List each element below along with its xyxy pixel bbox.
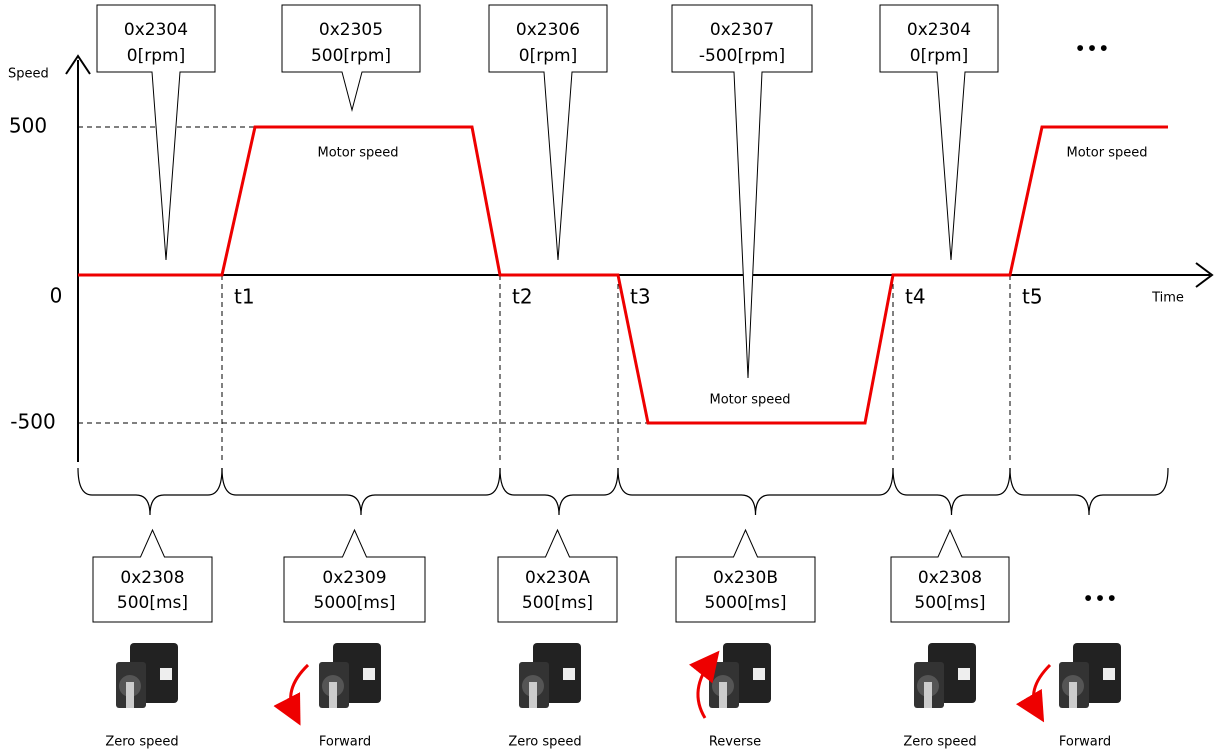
x-axis-label: Time (1151, 291, 1184, 306)
callout-box (890, 528, 1010, 623)
callout-value: 5000[ms] (705, 593, 787, 613)
callout-box (671, 4, 813, 379)
callout-box (281, 4, 421, 112)
rotation-arrow (689, 650, 720, 719)
time-label: t3 (630, 285, 651, 309)
callout-value: 500[ms] (914, 593, 985, 613)
motor-icon (1015, 643, 1121, 723)
level-label: 500 (9, 114, 47, 138)
callout-code: 0x2305 (319, 20, 383, 40)
motor-plate (753, 668, 765, 680)
motor-icon (914, 643, 976, 708)
level-label: -500 (10, 410, 55, 434)
callout-code: 0x230A (525, 568, 590, 588)
callout-box (675, 528, 816, 623)
callout-value: 500[rpm] (311, 46, 391, 66)
speed-profile (78, 125, 1168, 425)
callout-box (92, 528, 213, 623)
motor-label: Zero speed (903, 735, 976, 750)
motor-plate (363, 668, 375, 680)
motor-label: Reverse (709, 735, 761, 750)
callout-value: 5000[ms] (314, 593, 396, 613)
motor-shaft (719, 682, 727, 708)
motor-plate (1103, 668, 1115, 680)
motor-label: Zero speed (508, 735, 581, 750)
callout-box (96, 4, 216, 261)
brace (221, 467, 501, 516)
rotation-arrow (273, 663, 310, 726)
motor-label: Forward (1059, 735, 1111, 750)
speed-label: Motor speed (710, 393, 791, 408)
axes (65, 54, 1214, 462)
speed-label: Motor speed (1067, 146, 1148, 161)
callout-value: 500[ms] (117, 593, 188, 613)
origin-label: 0 (50, 284, 63, 308)
y-axis-label: Speed (8, 67, 49, 82)
brace (892, 467, 1011, 516)
motor-plate (160, 668, 172, 680)
callout-code: 0x230B (713, 568, 778, 588)
motor-shaft (1069, 682, 1077, 708)
callout-value: 0[rpm] (127, 46, 185, 66)
rotation-arrow (1015, 663, 1052, 723)
callout-code: 0x2308 (120, 568, 184, 588)
motor-plate (563, 668, 575, 680)
motor-label: Zero speed (105, 735, 178, 750)
callout-value: 500[ms] (522, 593, 593, 613)
callout-code: 0x2308 (918, 568, 982, 588)
callout-value: -500[rpm] (699, 46, 785, 66)
callout-box (879, 4, 999, 261)
motor-icon (273, 643, 381, 726)
brace (77, 467, 223, 516)
brace (499, 467, 619, 516)
motor-label: Forward (319, 735, 371, 750)
brace (1009, 467, 1169, 516)
brace (617, 467, 894, 516)
motor-shaft (126, 682, 134, 708)
time-label: t1 (234, 285, 255, 309)
time-label: t4 (905, 285, 926, 309)
callout-code: 0x2306 (516, 20, 580, 40)
ellipsis: ••• (1074, 37, 1109, 61)
motor-shaft (329, 682, 337, 708)
ellipsis: ••• (1082, 587, 1117, 611)
callout-value: 0[rpm] (519, 46, 577, 66)
callout-value: 0[rpm] (910, 46, 968, 66)
callout-code: 0x2304 (124, 20, 188, 40)
motor-plate (958, 668, 970, 680)
motor-shaft (924, 682, 932, 708)
callout-box (283, 528, 426, 623)
callout-box (497, 528, 618, 623)
callout-code: 0x2309 (322, 568, 386, 588)
motor-icon (689, 643, 771, 719)
time-label: t2 (512, 285, 533, 309)
speed-label: Motor speed (318, 146, 399, 161)
motor-shaft (529, 682, 537, 708)
callout-code: 0x2304 (907, 20, 971, 40)
guide-lines (78, 126, 1011, 462)
motor-icon (519, 643, 581, 708)
motor-icon (116, 643, 178, 708)
callout-box (488, 4, 608, 261)
callout-code: 0x2307 (710, 20, 774, 40)
time-label: t5 (1022, 285, 1043, 309)
